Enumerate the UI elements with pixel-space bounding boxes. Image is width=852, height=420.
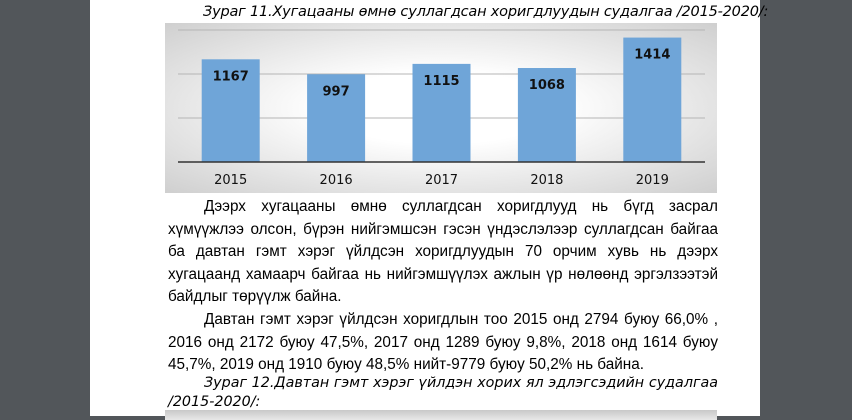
x-tick-label-2017: 2017 [425,173,458,188]
bar-2015 [201,59,260,162]
bar-2017 [412,63,471,162]
x-tick-label-2016: 2016 [320,173,353,188]
x-tick-label-2015: 2015 [214,173,247,188]
data-label-2017: 1115 [423,74,459,89]
figure-12-caption-text: Зураг 12.Давтан гэмт хэрэг үйлдэн хорих … [168,375,718,410]
data-label-2015: 1167 [213,69,249,84]
paragraph-1: Дээрх хугацааны өмнө суллагдсан хоригдлу… [168,198,718,306]
bar-2018 [517,68,576,162]
data-label-2018: 1068 [529,78,565,93]
figure-12-caption: Зураг 12.Давтан гэмт хэрэг үйлдэн хорих … [168,374,718,412]
x-tick-label-2019: 2019 [636,173,669,188]
paragraph-2: Давтан гэмт хэрэг үйлдсэн хоригдлын тоо … [168,310,718,374]
data-label-2016: 997 [323,84,350,99]
figure-12-chart-top [165,410,717,420]
bar-chart: 1167 2015 997 2016 1115 2017 1068 2018 1414 2019 [165,23,717,193]
x-tick-label-2018: 2018 [530,173,563,188]
body-text: Дээрх хугацааны өмнө суллагдсан хоригдлу… [168,196,718,377]
figure-11-caption: Зураг 11.Хугацааны өмнө суллагдсан хориг… [203,4,769,20]
data-label-2019: 1414 [634,48,670,63]
bar-chart-svg: 1167 2015 997 2016 1115 2017 1068 2018 1414 2019 [178,29,705,188]
bar-2016 [307,74,366,162]
bar-2019 [623,37,682,162]
